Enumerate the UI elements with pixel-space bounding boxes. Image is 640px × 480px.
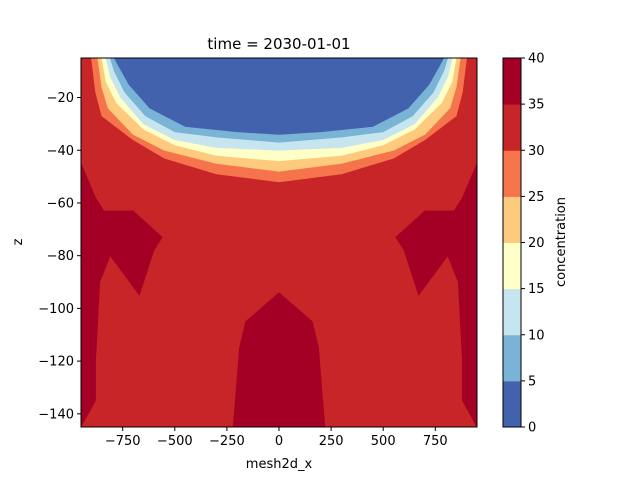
y-tick-label: −80 bbox=[47, 249, 74, 264]
colorbar-band bbox=[503, 104, 521, 151]
y-tick-label: −140 bbox=[38, 407, 74, 422]
colorbar-tick-label: 15 bbox=[528, 282, 545, 297]
y-axis: −20 −40 −60 −80 −100 −120 −140 bbox=[38, 91, 81, 422]
y-tick-label: −40 bbox=[47, 144, 74, 159]
colorbar-tick-label: 40 bbox=[528, 52, 545, 67]
colorbar-tick-label: 10 bbox=[528, 328, 545, 343]
colorbar-band bbox=[503, 380, 521, 428]
colorbar-band bbox=[503, 288, 521, 336]
x-tick-label: −750 bbox=[105, 434, 141, 449]
x-tick-label: −250 bbox=[209, 434, 245, 449]
colorbar-label: concentration bbox=[554, 197, 569, 287]
y-axis-label: z bbox=[11, 238, 26, 245]
x-axis: −750 −500 −250 0 250 500 750 bbox=[105, 427, 448, 449]
x-tick-label: −500 bbox=[157, 434, 193, 449]
colorbar-band bbox=[503, 196, 521, 243]
y-tick-label: −100 bbox=[38, 302, 74, 317]
y-tick-label: −60 bbox=[47, 196, 74, 211]
colorbar-tick-label: 35 bbox=[528, 98, 545, 113]
y-tick-label: −120 bbox=[38, 355, 74, 370]
x-tick-label: 750 bbox=[423, 434, 448, 449]
colorbar-band bbox=[503, 150, 521, 197]
x-axis-label: mesh2d_x bbox=[246, 457, 313, 472]
y-tick-label: −20 bbox=[47, 91, 74, 106]
colorbar-band bbox=[503, 242, 521, 290]
colorbar-tick-label: 20 bbox=[528, 236, 545, 251]
colorbar-axis: 0 5 10 15 20 25 30 35 40 bbox=[521, 52, 545, 436]
colorbar-tick-label: 25 bbox=[528, 190, 545, 205]
colorbar-tick-label: 5 bbox=[528, 374, 536, 389]
plot-area bbox=[80, 57, 478, 428]
x-tick-label: 0 bbox=[275, 434, 283, 449]
colorbar-band bbox=[503, 58, 521, 105]
colorbar-band bbox=[503, 334, 521, 382]
contour-band-0-5 bbox=[113, 57, 445, 135]
colorbar-tick-label: 30 bbox=[528, 144, 545, 159]
x-tick-label: 500 bbox=[371, 434, 396, 449]
contour-band-35-40-bottom-center bbox=[232, 292, 326, 428]
contour-band-35-40-right-edge bbox=[395, 163, 478, 428]
colorbar-tick-label: 0 bbox=[528, 421, 536, 436]
contour-band-35-40-left-edge bbox=[80, 163, 163, 428]
x-tick-label: 250 bbox=[319, 434, 344, 449]
colorbar bbox=[503, 58, 521, 428]
chart-title: time = 2030-01-01 bbox=[207, 35, 350, 53]
